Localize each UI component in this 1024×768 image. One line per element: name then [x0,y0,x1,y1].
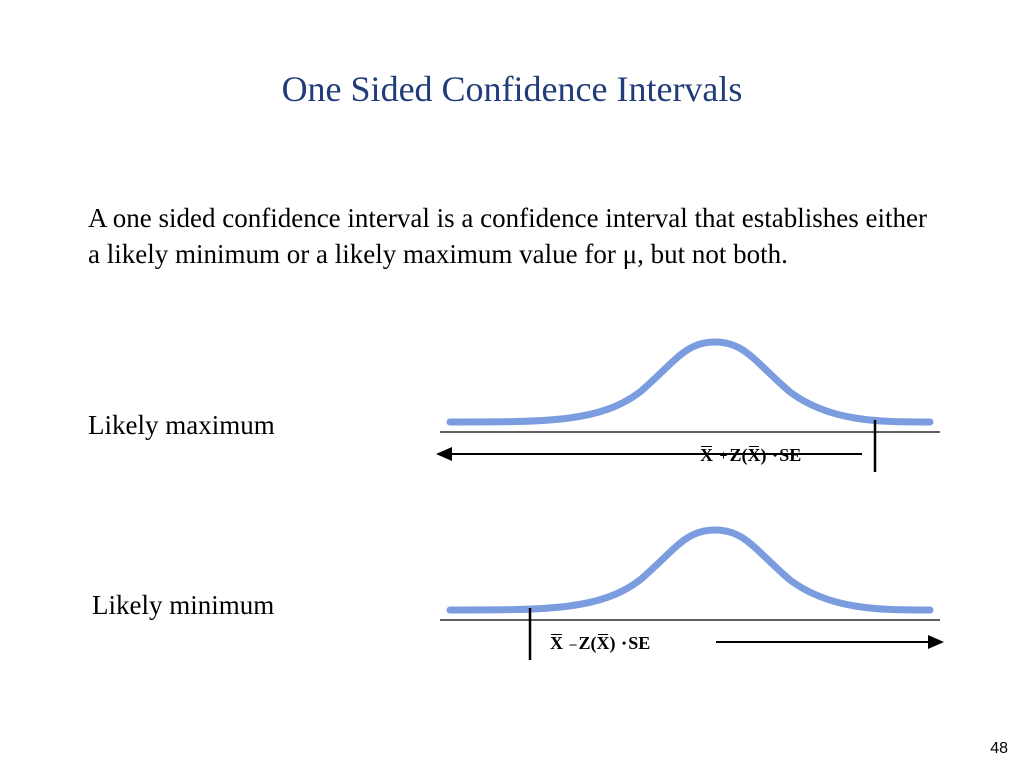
page-number: 48 [990,740,1008,758]
formula-max: X +Z(X) •SE [700,445,801,466]
xbar-symbol: X [700,445,713,466]
plus-minus-op: + [718,449,730,465]
plus-minus-op: – [568,637,579,653]
arrow-head-right-icon [928,635,944,649]
se-text: SE [779,445,801,465]
paren-close: ) [760,445,766,465]
label-likely-minimum: Likely minimum [92,590,274,621]
dot-symbol: • [620,636,628,650]
xbar-symbol-2: X [747,445,760,466]
slide: One Sided Confidence Intervals A one sid… [0,0,1024,768]
arrow-head-left-icon [436,447,452,461]
formula-min: X –Z(X) •SE [550,633,650,654]
body-paragraph: A one sided confidence interval is a con… [88,200,928,273]
bell-curve-min-svg [430,520,950,670]
xbar-symbol: X [550,633,563,654]
chart-likely-minimum: X –Z(X) •SE [430,520,950,670]
bell-curve-path [450,342,930,422]
chart-likely-maximum: X +Z(X) •SE [430,332,950,482]
label-likely-maximum: Likely maximum [88,410,275,441]
xbar-symbol-2: X [597,633,610,654]
se-text: SE [628,633,650,653]
bell-curve-max-svg [430,332,950,482]
bell-curve-path [450,530,930,610]
z-open: Z( [579,633,597,653]
dot-symbol: • [771,448,779,462]
paren-close: ) [610,633,616,653]
z-open: Z( [729,445,747,465]
slide-title: One Sided Confidence Intervals [0,68,1024,110]
